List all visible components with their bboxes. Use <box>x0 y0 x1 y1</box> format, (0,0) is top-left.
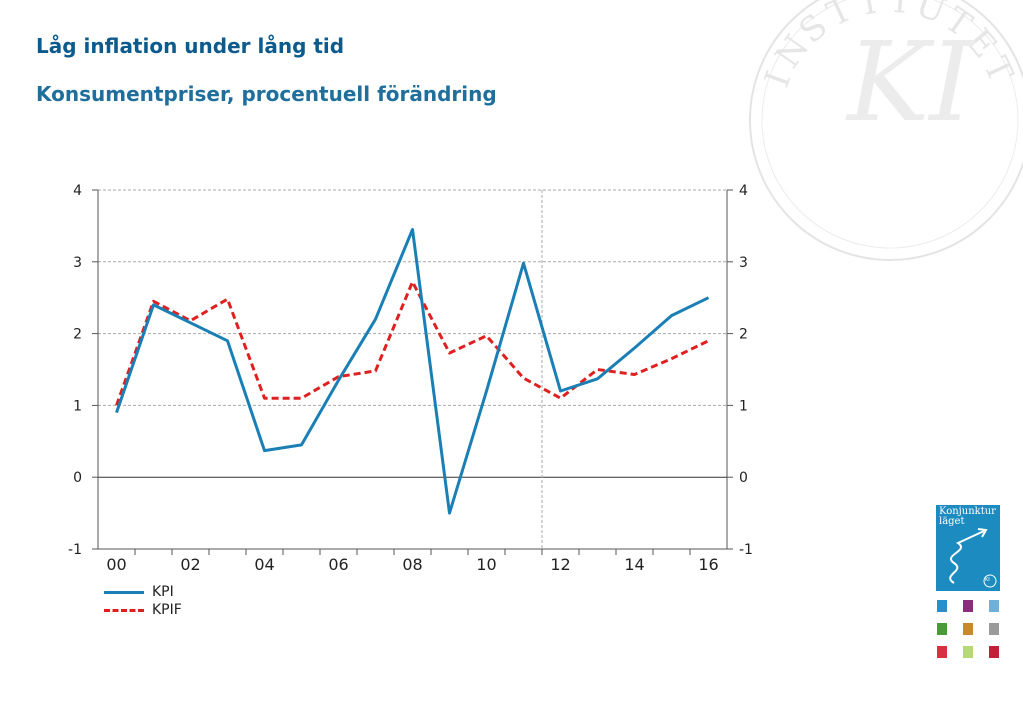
chart-title: Låg inflation under lång tid <box>36 34 345 58</box>
x-tick-label: 08 <box>402 555 422 574</box>
y-tick-label-left: 1 <box>73 398 82 414</box>
axes: -1 -10 01 12 23 34 400 02 04 06 08 10 12 14 16 <box>68 183 753 574</box>
grid-lines <box>98 189 727 550</box>
y-tick-label-left: 2 <box>73 327 82 343</box>
x-tick-label: 12 <box>550 555 570 574</box>
cover-badge: KI <box>985 577 990 583</box>
legend-swatch-kpi <box>104 590 144 594</box>
color-swatch <box>937 600 947 612</box>
color-swatch <box>937 646 947 658</box>
legend-entry-kpif: KPIF <box>104 601 182 619</box>
chart-subtitle: Konsumentpriser, procentuell förändring <box>36 82 497 106</box>
series-lines <box>115 228 710 515</box>
cover-arrow-icon <box>949 528 997 588</box>
series-line-kpif <box>115 280 710 406</box>
color-swatch <box>989 600 999 612</box>
y-tick-label-right: 4 <box>739 183 748 199</box>
color-swatch <box>963 646 973 658</box>
legend-label-kpif: KPIF <box>152 602 182 618</box>
y-tick-label-right: -1 <box>739 542 753 558</box>
seal-monogram: KI <box>845 18 975 146</box>
y-tick-label-right: 2 <box>739 327 748 343</box>
legend-swatch-kpif <box>104 608 144 612</box>
color-swatch <box>989 646 999 658</box>
y-tick-label-left: -1 <box>68 542 82 558</box>
color-swatch <box>963 600 973 612</box>
y-tick-label-right: 3 <box>739 255 748 271</box>
y-tick-label-right: 0 <box>739 470 748 486</box>
cover-title: Konjunktur läget <box>939 507 996 527</box>
y-tick-label-left: 3 <box>73 255 82 271</box>
y-tick-label-right: 1 <box>739 398 748 414</box>
legend-entry-kpi: KPI <box>104 583 182 601</box>
seal-letter: T <box>887 0 913 22</box>
x-tick-label: 02 <box>180 555 200 574</box>
cover-title-line2: läget <box>939 516 965 527</box>
x-tick-label: 14 <box>624 555 644 574</box>
institute-seal: I N S T I T U T E T KI <box>740 0 1023 274</box>
report-color-swatches <box>937 600 1003 658</box>
x-tick-label: 06 <box>328 555 348 574</box>
x-tick-label: 10 <box>476 555 496 574</box>
report-cover-thumbnail: Konjunktur läget KI <box>936 505 1000 591</box>
legend-label-kpi: KPI <box>152 584 174 600</box>
color-swatch <box>937 623 947 635</box>
seal-letter: I <box>859 0 879 24</box>
x-tick-label: 00 <box>106 555 126 574</box>
y-tick-label-left: 4 <box>73 183 82 199</box>
color-swatch <box>989 623 999 635</box>
y-tick-label-left: 0 <box>73 470 82 486</box>
cover-title-line1: Konjunktur <box>939 506 996 517</box>
seal-outer-ring <box>749 0 1023 261</box>
x-tick-label: 04 <box>254 555 274 574</box>
series-line-kpi <box>115 228 710 515</box>
seal-inner-ring <box>761 0 1019 249</box>
color-swatch <box>963 623 973 635</box>
legend: KPI KPIF <box>104 583 182 619</box>
x-tick-label: 16 <box>698 555 718 574</box>
